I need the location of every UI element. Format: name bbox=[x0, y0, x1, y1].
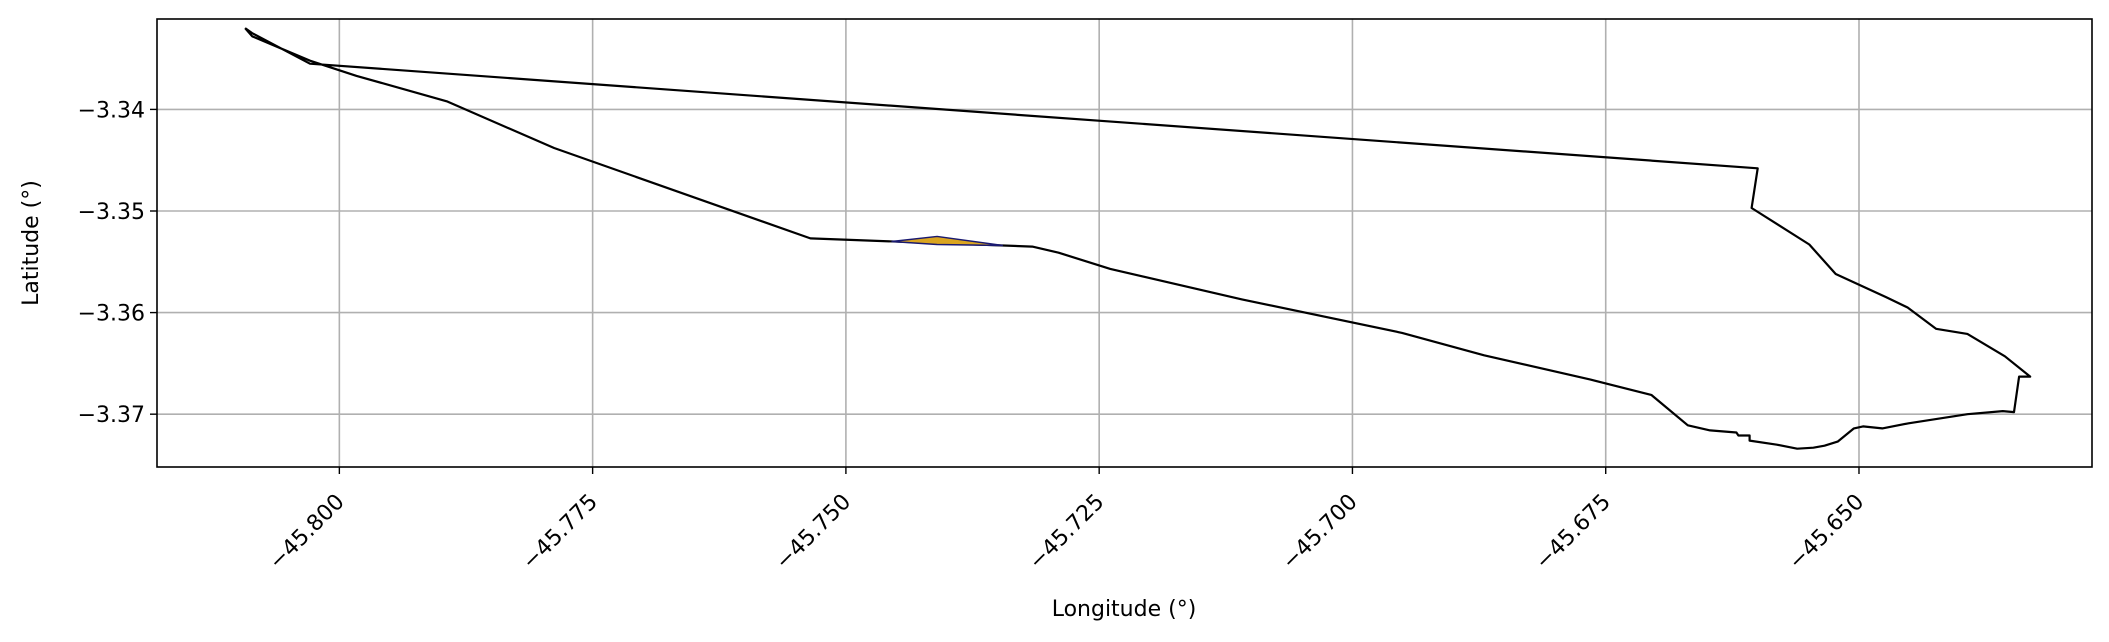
y-tick-label: −3.35 bbox=[78, 200, 145, 225]
y-axis-label: Latitude (°) bbox=[19, 180, 44, 306]
y-tick-label: −3.37 bbox=[78, 403, 145, 428]
ticks: −45.800 −45.775 −45.750 −45.725 −45.700 −45.6… bbox=[78, 98, 1870, 574]
x-tick-label: −45.800 bbox=[264, 490, 349, 575]
x-axis-label: Longitude (°) bbox=[1052, 597, 1197, 622]
y-tick-label: −3.34 bbox=[78, 98, 145, 123]
x-tick-label: −45.775 bbox=[518, 490, 603, 575]
x-tick-label: −45.750 bbox=[771, 490, 856, 575]
boundary-line bbox=[244, 27, 2032, 450]
x-tick-label: −45.725 bbox=[1024, 490, 1109, 575]
x-tick-label: −45.700 bbox=[1278, 490, 1363, 575]
x-tick-label: −45.675 bbox=[1531, 490, 1616, 575]
grid bbox=[157, 19, 2092, 467]
plot-area bbox=[244, 27, 2032, 450]
highlighted-area bbox=[891, 235, 1003, 247]
x-tick-label: −45.650 bbox=[1784, 490, 1869, 575]
y-tick-label: −3.36 bbox=[78, 302, 145, 327]
axes-frame bbox=[156, 18, 2093, 468]
